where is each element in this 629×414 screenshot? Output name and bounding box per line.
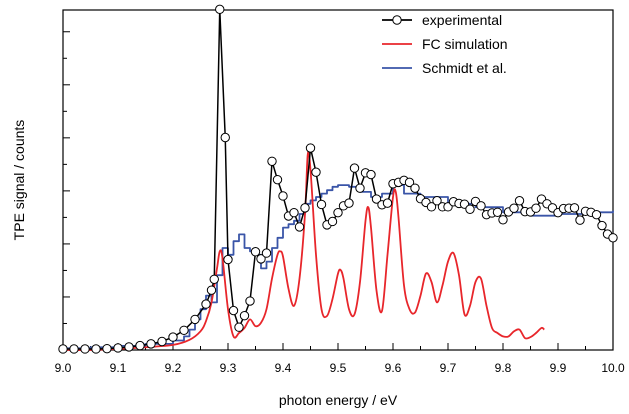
- experimental-data-point: [569, 203, 580, 213]
- legend-marker: [392, 15, 402, 25]
- experimental-data-point: [157, 336, 167, 347]
- experimental-data-point: [597, 220, 607, 231]
- experimental-data-point: [316, 199, 327, 210]
- experimental-data-point: [426, 202, 437, 212]
- experimental-data-point: [201, 299, 211, 309]
- experimental-data-point: [168, 332, 178, 342]
- experimental-data-point: [366, 169, 376, 180]
- experimental-data-point: [404, 177, 415, 188]
- series-layer: [62, 8, 614, 351]
- experimental-data-point: [124, 342, 134, 352]
- experimental-data-point: [256, 254, 266, 264]
- experimental-data-point: [476, 201, 486, 211]
- marker-layer: [58, 4, 618, 354]
- experimental-data-point: [250, 247, 261, 257]
- experimental-data-point: [58, 344, 68, 354]
- x-tick-label: 9.4: [275, 361, 292, 375]
- experimental-data-point: [215, 4, 225, 15]
- experimental-data-point: [245, 296, 255, 306]
- legend: experimental FC simulation Schmidt et al.: [382, 12, 508, 76]
- experimental-data-point: [278, 191, 288, 201]
- x-tick-label: 9.7: [440, 361, 457, 375]
- experimental-data-point: [333, 207, 343, 218]
- x-tick-label: 10.0: [601, 361, 625, 375]
- x-tick-label: 9.1: [110, 361, 127, 375]
- plot-frame: [62, 9, 614, 351]
- experimental-data-point: [113, 343, 123, 353]
- experimental-data-point: [146, 339, 156, 349]
- experimental-data-point: [492, 207, 503, 218]
- experimental-data-point: [300, 203, 310, 213]
- experimental-data-point: [371, 194, 382, 204]
- experimental-data-point: [234, 322, 244, 332]
- experimental-data-point: [206, 285, 217, 295]
- experimental-data-point: [220, 132, 230, 143]
- experimental-data-point: [311, 167, 321, 177]
- legend-label: Schmidt et al.: [422, 60, 507, 76]
- experimental-data-point: [294, 222, 305, 232]
- y-axis-title: TPE signal / counts: [11, 120, 27, 241]
- experimental-data-point: [267, 156, 277, 167]
- experimental-data-point: [190, 314, 200, 325]
- experimental-data-point: [509, 203, 519, 213]
- experimental-data-point: [135, 340, 145, 351]
- experimental-data-point: [608, 233, 618, 243]
- experimental-data-point: [80, 344, 90, 354]
- experimental-data-point: [228, 305, 239, 316]
- experimental-data-point: [575, 215, 585, 225]
- x-tick-label: 9.5: [330, 361, 347, 375]
- experimental-data-point: [382, 198, 393, 208]
- experimental-data-point: [102, 343, 112, 354]
- series-line-fc-simulation: [62, 150, 545, 351]
- legend-label: FC simulation: [422, 36, 508, 52]
- experimental-data-point: [239, 310, 250, 321]
- experimental-data-point: [305, 143, 316, 153]
- experimental-data-point: [514, 196, 525, 206]
- x-axis-title: photon energy / eV: [279, 392, 398, 408]
- legend-label: experimental: [422, 12, 502, 28]
- experimental-data-point: [69, 344, 79, 354]
- experimental-data-point: [179, 325, 189, 335]
- experimental-data-point: [327, 216, 338, 227]
- x-tick-label: 9.0: [55, 361, 72, 375]
- experimental-data-point: [261, 248, 272, 258]
- experimental-data-point: [465, 204, 475, 214]
- experimental-data-point: [498, 215, 508, 225]
- experimental-data-point: [223, 254, 233, 265]
- experimental-data-point: [531, 203, 541, 213]
- experimental-data-point: [344, 198, 354, 208]
- experimental-data-point: [349, 163, 360, 173]
- x-tick-label: 9.3: [220, 361, 237, 375]
- x-tick-label: 9.2: [165, 361, 182, 375]
- experimental-data-point: [91, 344, 101, 354]
- experimental-data-point: [410, 183, 420, 193]
- experimental-data-point: [591, 209, 602, 220]
- x-tick-label: 9.6: [385, 361, 402, 375]
- experimental-data-point: [355, 183, 365, 193]
- series-line-experimental: [63, 8, 614, 350]
- experimental-data-point: [209, 274, 219, 284]
- x-tick-label: 9.8: [495, 361, 512, 375]
- axis-ticks: 9.0 9.1 9.2 9.3 9.4 9.5 9.6 9.7 9.8 9.9 10.0: [55, 31, 625, 375]
- experimental-data-point: [272, 174, 283, 185]
- experimental-data-point: [432, 196, 442, 206]
- experimental-data-point: [289, 207, 299, 218]
- x-tick-label: 9.9: [550, 361, 567, 375]
